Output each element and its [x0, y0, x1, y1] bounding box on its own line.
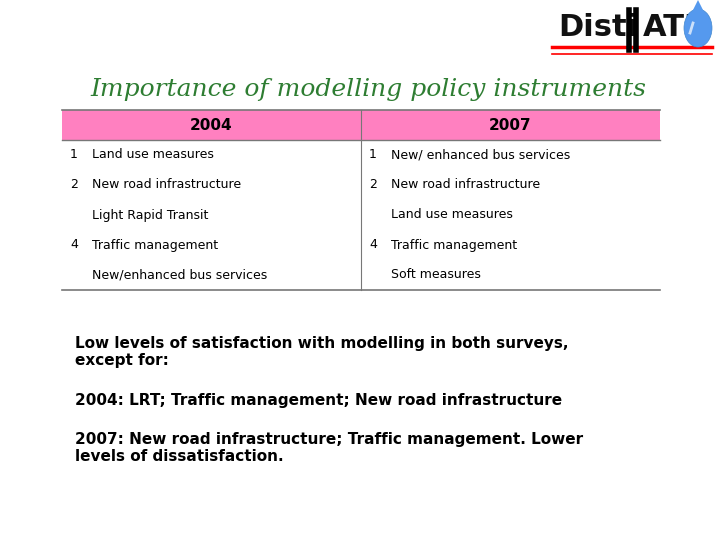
Text: Traffic management: Traffic management — [92, 239, 218, 252]
Text: 2007: New road infrastructure; Traffic management. Lower
levels of dissatisfacti: 2007: New road infrastructure; Traffic m… — [75, 432, 583, 464]
Ellipse shape — [684, 9, 712, 47]
Text: Light Rapid Transit: Light Rapid Transit — [92, 208, 208, 221]
Text: Disti: Disti — [558, 14, 637, 43]
Text: 2004: LRT; Traffic management; New road infrastructure: 2004: LRT; Traffic management; New road … — [75, 393, 562, 408]
Text: New/enhanced bus services: New/enhanced bus services — [92, 268, 267, 281]
Text: 2: 2 — [70, 179, 78, 192]
Text: ATE: ATE — [643, 14, 706, 43]
Text: Land use measures: Land use measures — [92, 148, 214, 161]
Text: 2: 2 — [369, 179, 377, 192]
Text: 4: 4 — [70, 239, 78, 252]
Text: 2007: 2007 — [489, 118, 532, 132]
Text: New road infrastructure: New road infrastructure — [391, 179, 540, 192]
Text: Traffic management: Traffic management — [391, 239, 517, 252]
Text: New road infrastructure: New road infrastructure — [92, 179, 241, 192]
Text: Importance of modelling policy instruments: Importance of modelling policy instrumen… — [90, 78, 646, 101]
Text: 4: 4 — [369, 239, 377, 252]
Bar — [62, 110, 660, 140]
Text: 2004: 2004 — [190, 118, 233, 132]
Text: 1: 1 — [70, 148, 78, 161]
Text: Land use measures: Land use measures — [391, 208, 513, 221]
Text: New/ enhanced bus services: New/ enhanced bus services — [391, 148, 570, 161]
Text: 1: 1 — [369, 148, 377, 161]
Text: Low levels of satisfaction with modelling in both surveys,
except for:: Low levels of satisfaction with modellin… — [75, 336, 569, 368]
Polygon shape — [689, 0, 707, 18]
Text: Soft measures: Soft measures — [391, 268, 481, 281]
